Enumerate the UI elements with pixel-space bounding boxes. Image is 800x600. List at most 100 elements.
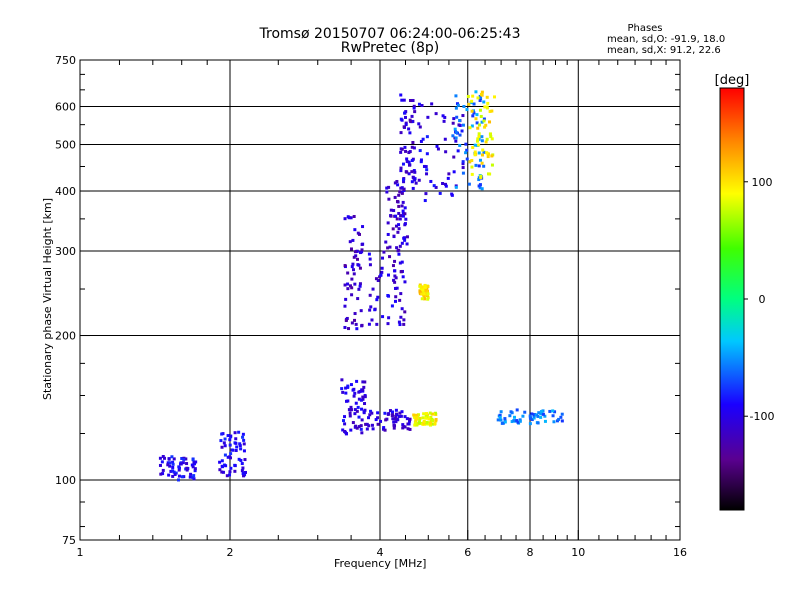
echo-point bbox=[426, 415, 430, 419]
echo-point bbox=[349, 383, 353, 387]
echo-point bbox=[465, 148, 469, 152]
echo-point bbox=[347, 408, 351, 412]
y-tick-label: 500 bbox=[55, 139, 76, 152]
echo-point bbox=[452, 155, 456, 159]
echo-point bbox=[367, 252, 371, 256]
y-tick-label: 200 bbox=[55, 330, 76, 343]
echo-point bbox=[425, 168, 429, 172]
echo-point bbox=[421, 288, 425, 292]
echo-point bbox=[229, 466, 233, 470]
echo-point bbox=[407, 172, 411, 176]
echo-point bbox=[417, 102, 421, 106]
echo-point bbox=[355, 409, 359, 413]
echo-point bbox=[473, 153, 477, 157]
echo-point bbox=[342, 419, 346, 423]
echo-point bbox=[426, 284, 430, 288]
echo-point bbox=[359, 424, 363, 428]
echo-point bbox=[392, 209, 396, 213]
y-tick-label: 400 bbox=[55, 185, 76, 198]
echo-point bbox=[233, 431, 237, 435]
echo-point bbox=[412, 106, 416, 110]
echo-point bbox=[488, 172, 492, 176]
echo-point bbox=[389, 208, 393, 212]
echo-point bbox=[414, 416, 418, 420]
echo-point bbox=[479, 97, 483, 101]
echo-point bbox=[465, 108, 469, 112]
echo-point bbox=[407, 127, 411, 131]
echo-point bbox=[229, 452, 233, 456]
echo-point bbox=[405, 159, 409, 163]
echo-point bbox=[400, 118, 404, 122]
echo-point bbox=[476, 126, 480, 130]
echo-point bbox=[486, 101, 490, 105]
echo-point bbox=[392, 235, 396, 239]
echo-point bbox=[454, 185, 458, 189]
echo-point bbox=[360, 431, 364, 435]
echo-point bbox=[220, 445, 224, 449]
echo-point bbox=[350, 286, 354, 290]
echo-point bbox=[458, 143, 462, 147]
echo-point bbox=[365, 427, 369, 431]
echo-point bbox=[403, 206, 407, 210]
echo-point bbox=[418, 416, 422, 420]
echo-point bbox=[403, 115, 407, 119]
echo-point bbox=[429, 416, 433, 420]
echo-point bbox=[477, 143, 481, 147]
echo-point bbox=[503, 417, 507, 421]
echo-point bbox=[484, 123, 488, 127]
y-tick-label: 750 bbox=[55, 54, 76, 67]
echo-point bbox=[352, 255, 356, 259]
echo-point bbox=[482, 119, 486, 123]
echo-point bbox=[423, 283, 427, 287]
echo-point bbox=[443, 115, 447, 119]
echo-point bbox=[408, 150, 412, 154]
echo-point bbox=[397, 204, 401, 208]
echo-point bbox=[455, 102, 459, 106]
echo-point bbox=[386, 221, 390, 225]
echo-point bbox=[181, 461, 185, 465]
echo-point bbox=[461, 162, 465, 166]
echo-point bbox=[234, 441, 238, 445]
echo-point bbox=[471, 145, 475, 149]
echo-point bbox=[480, 120, 484, 124]
echo-point bbox=[399, 315, 403, 319]
echo-point bbox=[477, 151, 481, 155]
echo-point bbox=[235, 445, 239, 449]
echo-point bbox=[485, 106, 489, 110]
echo-point bbox=[450, 193, 454, 197]
echo-point bbox=[397, 227, 401, 231]
echo-point bbox=[426, 297, 430, 301]
echo-point bbox=[480, 135, 484, 139]
echo-point bbox=[552, 420, 556, 424]
echo-point bbox=[541, 412, 545, 416]
echo-point bbox=[340, 387, 344, 391]
echo-point bbox=[368, 308, 372, 312]
echo-point bbox=[242, 438, 246, 442]
echo-point bbox=[471, 114, 475, 118]
echo-point bbox=[418, 418, 422, 422]
echo-point bbox=[425, 422, 429, 426]
echo-point bbox=[468, 160, 472, 164]
echo-point bbox=[419, 139, 423, 143]
echo-point bbox=[532, 413, 536, 417]
echo-point bbox=[479, 174, 483, 178]
echo-point bbox=[371, 287, 375, 291]
echo-point bbox=[402, 178, 406, 182]
echo-point bbox=[369, 409, 373, 413]
x-axis-label: Frequency [MHz] bbox=[334, 557, 427, 570]
echo-point bbox=[488, 132, 492, 136]
echo-point bbox=[490, 109, 494, 113]
echo-point bbox=[341, 390, 345, 394]
echo-point bbox=[536, 414, 540, 418]
echo-point bbox=[409, 120, 413, 124]
echo-point bbox=[240, 469, 244, 473]
echo-point bbox=[343, 304, 347, 308]
echo-point bbox=[228, 470, 232, 474]
echo-point bbox=[346, 287, 350, 291]
echo-point bbox=[353, 408, 357, 412]
echo-point bbox=[396, 230, 400, 234]
echo-point bbox=[413, 110, 417, 114]
echo-point bbox=[431, 419, 435, 423]
echo-point bbox=[367, 322, 371, 326]
echo-point bbox=[358, 266, 362, 270]
